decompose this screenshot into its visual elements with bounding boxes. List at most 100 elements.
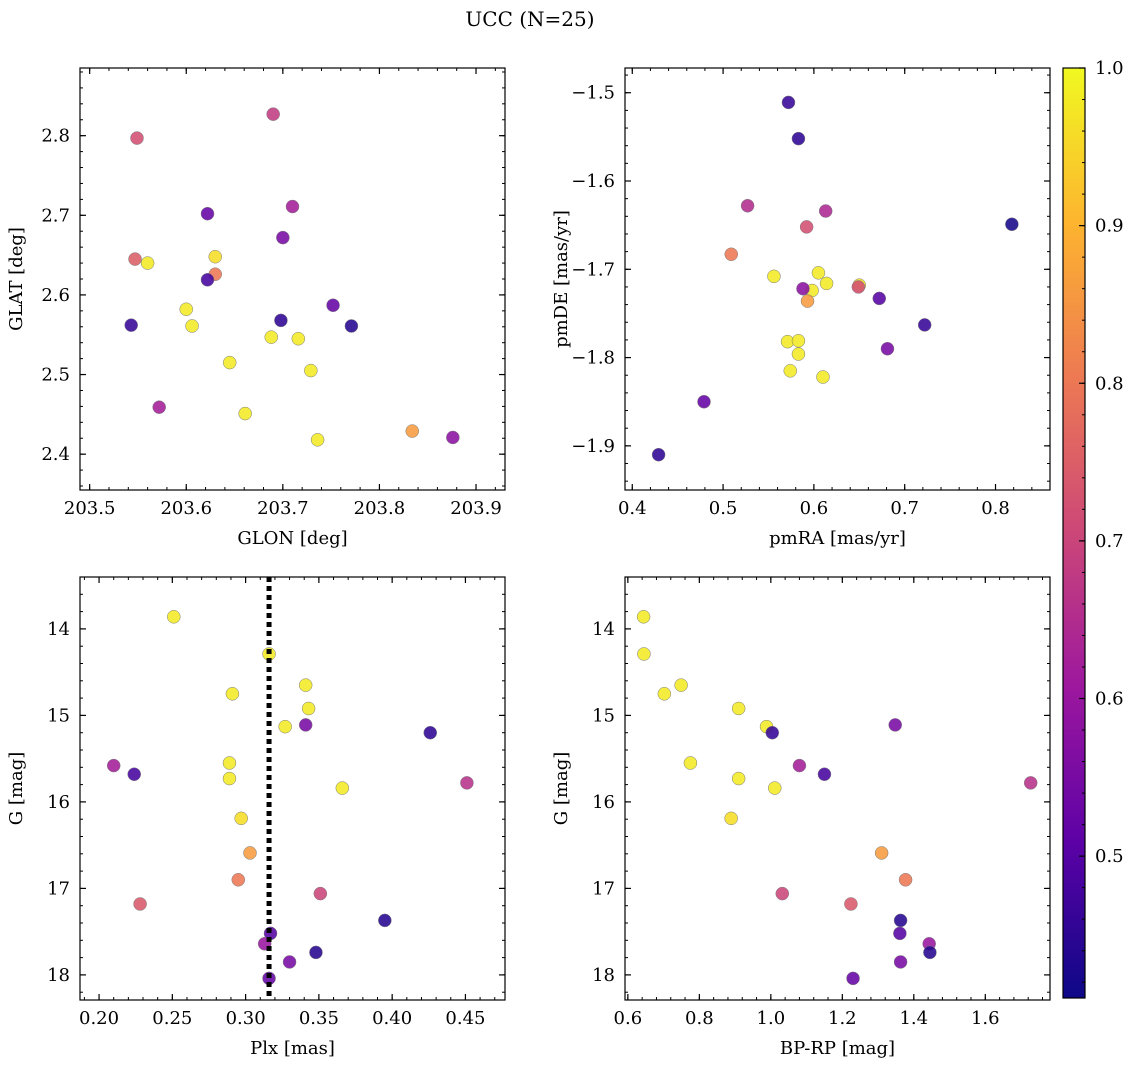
data-point <box>152 400 166 414</box>
data-point <box>298 718 313 732</box>
y-tick-label: 2.6 <box>41 285 70 306</box>
data-point <box>423 725 438 740</box>
x-tick-label: 0.30 <box>226 1008 266 1029</box>
data-point <box>731 701 746 716</box>
colorbar-tick-label: 0.9 <box>1095 216 1124 237</box>
data-point <box>208 249 222 264</box>
data-point <box>130 131 144 145</box>
x-tick-label: 203.6 <box>160 498 212 519</box>
y-tick-label: 2.8 <box>41 126 70 147</box>
data-point <box>128 252 142 266</box>
data-point <box>683 756 698 770</box>
data-point <box>651 447 666 462</box>
data-point <box>278 719 292 734</box>
y-tick-label: 2.4 <box>41 444 70 465</box>
x-tick-label: 1.2 <box>828 1008 857 1029</box>
colorbar-tick-label: 0.5 <box>1095 846 1124 867</box>
scatter-panel-2: 0.4 0.5 0.6 0.7 0.8 −1.9 −1.8 −1.7 −1.6 −1.5 pmRA … <box>551 67 1051 549</box>
data-point <box>880 341 895 356</box>
data-point <box>796 281 810 296</box>
data-point <box>917 318 932 332</box>
y-tick-label: 16 <box>47 792 70 813</box>
y-tick-label: 15 <box>47 705 70 726</box>
data-point <box>893 955 908 969</box>
data-point <box>234 811 248 826</box>
data-point <box>276 230 290 245</box>
data-point <box>225 687 240 701</box>
data-point <box>266 107 280 121</box>
y-axis-label: G [mag] <box>6 752 27 825</box>
data-point <box>310 433 325 447</box>
x-tick-label: 1.6 <box>971 1008 1000 1029</box>
x-tick-label: 0.7 <box>890 498 919 519</box>
colorbar-tick-label: 0.8 <box>1095 373 1124 394</box>
scatter-panel-3: 0.20 0.25 0.30 0.35 0.40 0.45 14 15 16 17 18 Plx [m… <box>6 576 506 1059</box>
data-point <box>200 273 215 287</box>
data-point <box>140 256 155 270</box>
data-point <box>335 781 350 795</box>
data-points <box>106 610 474 986</box>
data-point <box>238 406 252 421</box>
data-point <box>846 971 860 986</box>
colorbar-tick-label: 1.0 <box>1095 58 1124 79</box>
y-tick-label: 15 <box>592 705 615 726</box>
data-point <box>1023 776 1038 790</box>
data-point <box>799 220 814 234</box>
x-tick-label: 0.25 <box>152 1008 192 1029</box>
data-point <box>874 846 889 860</box>
data-point <box>636 610 651 624</box>
data-point <box>791 334 806 348</box>
data-point <box>724 247 738 262</box>
x-axis-label: BP-RP [mag] <box>780 1038 895 1059</box>
data-point <box>767 269 781 284</box>
x-axis-label: GLON [deg] <box>237 528 347 549</box>
data-point <box>274 313 288 328</box>
data-point <box>811 266 826 280</box>
data-point <box>791 347 806 361</box>
x-tick-label: 0.5 <box>709 498 738 519</box>
x-axis-label: pmRA [mas/yr] <box>769 528 906 549</box>
data-points <box>636 610 1038 986</box>
data-point <box>106 758 121 773</box>
data-point <box>923 945 937 960</box>
data-point <box>285 199 300 214</box>
data-point <box>893 913 908 928</box>
x-tick-label: 203.7 <box>257 498 309 519</box>
colorbar-tick-label: 0.6 <box>1095 689 1124 710</box>
data-point <box>405 424 420 438</box>
data-point <box>893 926 907 941</box>
data-point <box>309 945 323 960</box>
y-tick-label: −1.8 <box>571 348 615 369</box>
scatter-panel-1: 203.5 203.6 203.7 203.8 203.9 2.4 2.5 2.6 2.7 2.8… <box>6 67 506 549</box>
data-point <box>740 198 755 213</box>
y-axis-label: G [mag] <box>551 752 572 825</box>
y-tick-label: −1.9 <box>571 436 615 457</box>
colorbar-tick-label: 0.7 <box>1095 531 1124 552</box>
data-point <box>851 280 866 294</box>
data-points <box>651 95 1019 462</box>
data-point <box>378 913 392 928</box>
data-point <box>792 758 807 773</box>
data-point <box>844 897 858 911</box>
data-point <box>800 294 815 308</box>
y-axis-label: pmDE [mas/yr] <box>551 210 572 348</box>
data-point <box>282 955 297 969</box>
y-tick-label: 2.5 <box>41 365 70 386</box>
y-tick-label: 17 <box>47 878 70 899</box>
y-tick-label: −1.6 <box>571 171 615 192</box>
data-point <box>124 318 138 332</box>
x-axis-label: Plx [mas] <box>250 1038 335 1059</box>
data-point <box>674 678 688 692</box>
x-tick-label: 0.20 <box>79 1008 119 1029</box>
x-tick-label: 203.9 <box>450 498 502 519</box>
y-tick-label: 17 <box>592 878 615 899</box>
data-point <box>768 781 782 795</box>
data-point <box>791 131 806 146</box>
data-point <box>697 394 711 409</box>
data-point <box>167 610 181 624</box>
colorbar-gradient <box>1062 67 1086 999</box>
data-point <box>222 355 237 370</box>
data-point <box>185 319 199 333</box>
plot-frame <box>624 67 1051 491</box>
